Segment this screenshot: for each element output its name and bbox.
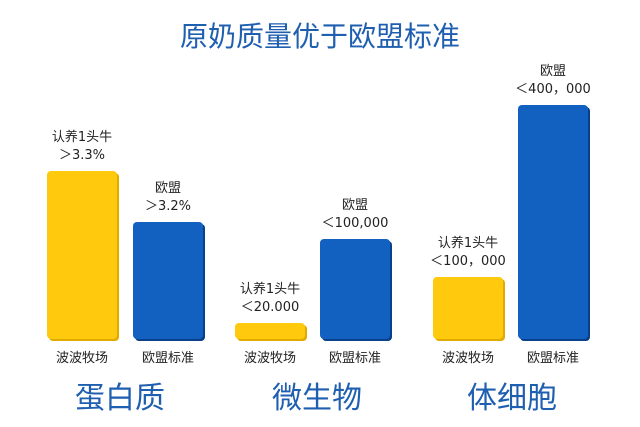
bar-label-line2: ＜400，000	[515, 82, 591, 97]
bar-label-line1: 认养1头牛	[438, 235, 498, 251]
category-label: 欧盟标准	[527, 351, 579, 366]
group-label: 微生物	[272, 381, 362, 416]
category-label: 欧盟标准	[329, 351, 381, 366]
category-label: 波波牧场	[442, 351, 494, 366]
group-label: 体细胞	[467, 381, 557, 416]
bar-label-line2: ＜100，000	[430, 254, 506, 269]
bar-label-line1: 欧盟	[540, 64, 566, 79]
bar-label-line2: ＞3.3%	[59, 148, 105, 163]
bar-2-0	[433, 277, 503, 339]
category-label: 欧盟标准	[142, 351, 194, 366]
bar-0-1	[133, 222, 203, 339]
bar-label-line2: ＜100,000	[322, 216, 389, 231]
bar-label-line1: 认养1头牛	[240, 281, 300, 297]
bar-label-line1: 认养1头牛	[52, 129, 112, 145]
bar-label-line2: ＞3.2%	[145, 199, 191, 214]
bar-label-line1: 欧盟	[342, 198, 368, 213]
group-label: 蛋白质	[75, 381, 165, 416]
category-label: 波波牧场	[56, 351, 108, 366]
bar-label-line1: 欧盟	[155, 181, 181, 196]
category-label: 波波牧场	[244, 351, 296, 366]
chart-title: 原奶质量优于欧盟标准	[180, 20, 460, 53]
bar-0-0	[47, 171, 117, 339]
bar-1-1	[320, 239, 390, 339]
bar-label-line2: ＜20.000	[241, 300, 300, 315]
bar-2-1	[518, 105, 588, 339]
bar-1-0	[235, 323, 305, 339]
